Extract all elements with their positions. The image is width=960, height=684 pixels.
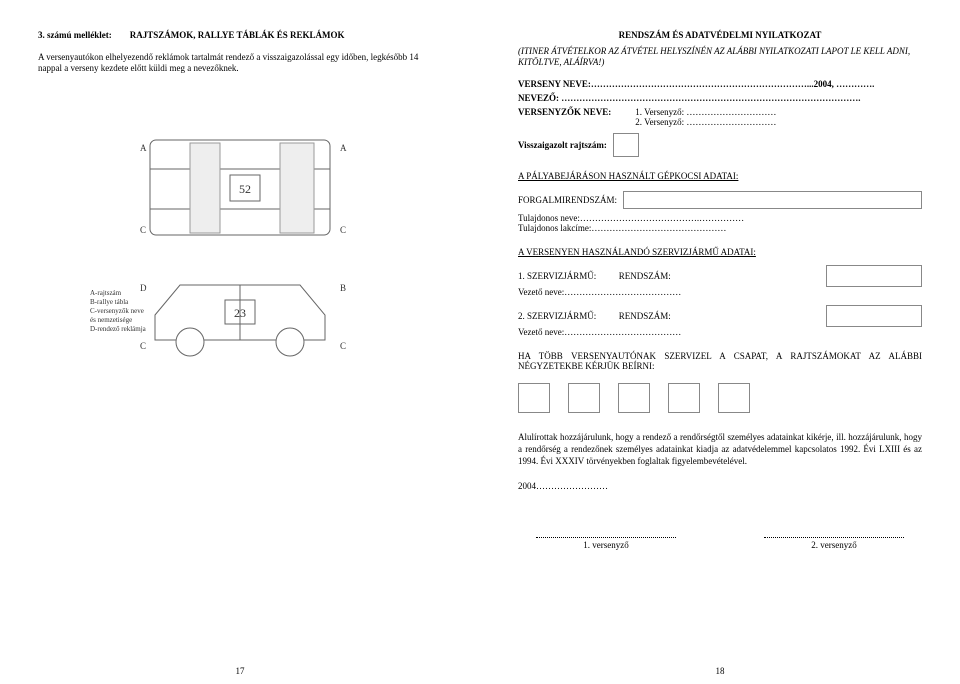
rajtszam-box-1[interactable] bbox=[518, 383, 550, 413]
section-szerviz: A VERSENYEN HASZNÁLANDÓ SZERVIZJÁRMŰ ADA… bbox=[518, 247, 922, 337]
signature-row: 1. versenyző 2. versenyző bbox=[518, 537, 922, 550]
five-boxes bbox=[518, 383, 922, 413]
page-right: RENDSZÁM ÉS ADATVÉDELMI NYILATKOZAT (ITI… bbox=[480, 0, 960, 684]
rajtszam-box-3[interactable] bbox=[618, 383, 650, 413]
versenyzok-block: VERSENYZŐK NEVE: 1. Versenyző: ………………………… bbox=[518, 107, 922, 127]
section-palyabejaras: A PÁLYABEJÁRÁSON HASZNÁLT GÉPKOCSI ADATA… bbox=[518, 171, 922, 233]
section1-title: A PÁLYABEJÁRÁSON HASZNÁLT GÉPKOCSI ADATA… bbox=[518, 171, 922, 181]
signature-1: 1. versenyző bbox=[536, 537, 676, 550]
svg-text:B: B bbox=[340, 283, 346, 293]
section-tobb: HA TÖBB VERSENYAUTÓNAK SZERVIZEL A CSAPA… bbox=[518, 351, 922, 413]
szerviz2-label: 2. SZERVIZJÁRMŰ: bbox=[518, 311, 596, 321]
page-spread: 3. számú melléklet: RAJTSZÁMOK, RALLYE T… bbox=[0, 0, 960, 684]
fig-legend-b: B-rallye tábla bbox=[90, 298, 129, 306]
right-italic-note: (ITINER ÁTVÉTELKOR AZ ÁTVÉTEL HELYSZÍNÉN… bbox=[518, 46, 922, 69]
vezeto-neve-2: Vezető neve:………………………………… bbox=[518, 327, 922, 337]
right-heading: RENDSZÁM ÉS ADATVÉDELMI NYILATKOZAT bbox=[518, 30, 922, 40]
section2-title: A VERSENYEN HASZNÁLANDÓ SZERVIZJÁRMŰ ADA… bbox=[518, 247, 922, 257]
visszaigazolt-label: Visszaigazolt rajtszám: bbox=[518, 140, 607, 150]
forgalmi-label: FORGALMIRENDSZÁM: bbox=[518, 195, 617, 205]
rendszam-label-2: RENDSZÁM: bbox=[619, 311, 671, 321]
page-left: 3. számú melléklet: RAJTSZÁMOK, RALLYE T… bbox=[0, 0, 480, 684]
date-line: 2004…………………… bbox=[518, 481, 922, 491]
tulajdonos-lakcim: Tulajdonos lakcíme:……………………………………… bbox=[518, 223, 922, 233]
declaration-paragraph: Alulírottak hozzájárulunk, hogy a rendez… bbox=[518, 431, 922, 467]
svg-text:C: C bbox=[140, 341, 146, 351]
versenyzok-neve-label: VERSENYZŐK NEVE: bbox=[518, 107, 611, 117]
fig-num-top: 52 bbox=[239, 182, 251, 196]
page-number-right: 18 bbox=[480, 666, 960, 676]
svg-text:A: A bbox=[340, 143, 347, 153]
rendszam-label-1: RENDSZÁM: bbox=[619, 271, 671, 281]
sig2-label: 2. versenyző bbox=[764, 540, 904, 550]
nevezo-line: NEVEZŐ: ……………………………………………………………………………………… bbox=[518, 93, 861, 103]
visszaigazolt-row: Visszaigazolt rajtszám: bbox=[518, 133, 922, 157]
verseny-neve-line: VERSENY NEVE:………………………………………………………………...… bbox=[518, 79, 874, 89]
rajtszam-box-4[interactable] bbox=[668, 383, 700, 413]
forgalmi-box[interactable] bbox=[623, 191, 922, 209]
figure-holder: 52 A A C C 23 D B C bbox=[38, 135, 442, 377]
signature-2: 2. versenyző bbox=[764, 537, 904, 550]
visszaigazolt-box[interactable] bbox=[613, 133, 639, 157]
fig-legend-d: D-rendező reklámja bbox=[90, 325, 147, 333]
versenyzo-2: 2. Versenyző: ………………………… bbox=[635, 117, 776, 127]
vezeto-neve-1: Vezető neve:………………………………… bbox=[518, 287, 922, 297]
fig-legend-a: A-rajtszám bbox=[90, 289, 122, 297]
car-diagram: 52 A A C C 23 D B C bbox=[90, 135, 390, 375]
svg-text:C: C bbox=[340, 225, 346, 235]
page-number-left: 17 bbox=[0, 666, 480, 676]
szerviz1-label: 1. SZERVIZJÁRMŰ: bbox=[518, 271, 596, 281]
szerviz1-box[interactable] bbox=[826, 265, 922, 287]
fig-legend-c1: C-versenyzők neve bbox=[90, 307, 144, 315]
tobb-text: HA TÖBB VERSENYAUTÓNAK SZERVIZEL A CSAPA… bbox=[518, 351, 922, 371]
rajtszam-box-2[interactable] bbox=[568, 383, 600, 413]
left-lead-paragraph: A versenyautókon elhelyezendő reklámok t… bbox=[38, 52, 442, 75]
tulajdonos-neve: Tulajdonos neve:………………………………….…………… bbox=[518, 213, 922, 223]
appendix-number: 3. számú melléklet: bbox=[38, 30, 112, 40]
rajtszam-box-5[interactable] bbox=[718, 383, 750, 413]
fig-legend-c2: és nemzetisége bbox=[90, 316, 132, 324]
appendix-title: RAJTSZÁMOK, RALLYE TÁBLÁK ÉS REKLÁMOK bbox=[130, 30, 345, 40]
versenyzo-1: 1. Versenyző: ………………………… bbox=[635, 107, 776, 117]
sig1-label: 1. versenyző bbox=[536, 540, 676, 550]
svg-text:C: C bbox=[140, 225, 146, 235]
appendix-heading: 3. számú melléklet: RAJTSZÁMOK, RALLYE T… bbox=[38, 30, 442, 40]
szerviz2-box[interactable] bbox=[826, 305, 922, 327]
fig-num-bottom: 23 bbox=[234, 306, 246, 320]
svg-text:C: C bbox=[340, 341, 346, 351]
svg-text:D: D bbox=[140, 283, 147, 293]
svg-text:A: A bbox=[140, 143, 147, 153]
